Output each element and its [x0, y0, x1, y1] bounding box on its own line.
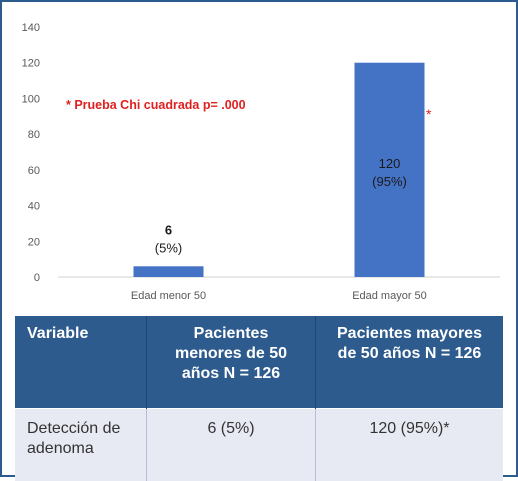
- bar-chart: 0 20 40 60 80 100 120 140 Edad menor 50 Edad may…: [0, 0, 518, 310]
- y-tick-label: 100: [22, 93, 40, 105]
- table-header-row: Variable Pacientes menores de 50 años N …: [15, 316, 503, 409]
- header-variable: Variable: [15, 316, 147, 409]
- y-axis: 0 20 40 60 80 100 120 140: [22, 22, 40, 284]
- y-tick-label: 40: [28, 201, 40, 213]
- y-tick-label: 140: [22, 22, 40, 34]
- y-tick-label: 60: [28, 165, 40, 177]
- bar: [134, 266, 204, 277]
- cell-variable: Detección de adenoma: [15, 409, 147, 481]
- header-over-50: Pacientes mayores de 50 años N = 126: [316, 316, 504, 409]
- cell-over-50: 120 (95%)*: [316, 409, 504, 481]
- significance-marker: *: [426, 106, 432, 122]
- header-under-50: Pacientes menores de 50 años N = 126: [147, 316, 316, 409]
- chart-annotation: * Prueba Chi cuadrada p= .000: [66, 98, 246, 112]
- x-tick-label: Edad menor 50: [131, 290, 206, 302]
- data-label: 120: [379, 156, 401, 171]
- data-label: (5%): [155, 240, 182, 255]
- data-label: (95%): [372, 174, 407, 189]
- cell-under-50: 6 (5%): [147, 409, 316, 481]
- y-tick-label: 0: [34, 272, 40, 284]
- x-axis: Edad menor 50 Edad mayor 50: [131, 290, 427, 302]
- x-tick-label: Edad mayor 50: [352, 290, 427, 302]
- table-row: Detección de adenoma 6 (5%) 120 (95%)*: [15, 409, 503, 481]
- y-tick-label: 80: [28, 129, 40, 141]
- y-tick-label: 20: [28, 236, 40, 248]
- results-table: Variable Pacientes menores de 50 años N …: [15, 316, 503, 481]
- data-label: 6: [165, 222, 172, 237]
- y-tick-label: 120: [22, 58, 40, 70]
